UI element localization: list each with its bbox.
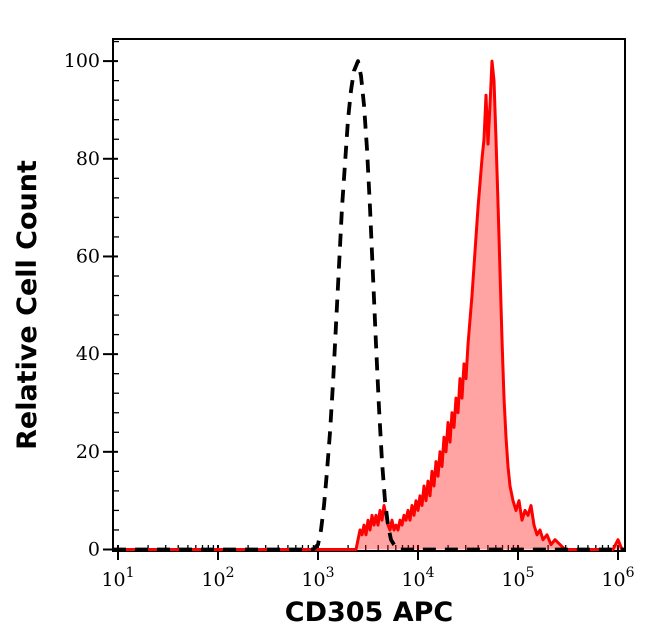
x-tick-label: 105 bbox=[501, 565, 534, 591]
y-tick-label: 20 bbox=[76, 441, 100, 463]
x-tick-label: 103 bbox=[301, 565, 334, 591]
stained-sample-curve bbox=[113, 59, 625, 551]
plot-frame bbox=[112, 38, 626, 552]
y-axis-title: Relative Cell Count bbox=[12, 160, 43, 450]
x-tick-label: 104 bbox=[401, 565, 434, 591]
control-sample-curve bbox=[113, 59, 625, 552]
x-tick-label: 106 bbox=[601, 565, 634, 591]
stained-sample-fill bbox=[113, 61, 625, 550]
y-tick-label: 60 bbox=[76, 245, 100, 267]
x-axis-title: CD305 APC bbox=[285, 597, 454, 628]
y-tick-label: 80 bbox=[76, 148, 100, 170]
chart-layer: 101 102 103 104 105 106 0 20 40 60 80 100 bbox=[64, 38, 635, 591]
y-tick-label: 100 bbox=[64, 50, 100, 72]
x-tick-label: 102 bbox=[201, 565, 234, 591]
y-tick-label: 0 bbox=[88, 539, 100, 561]
y-tick-label: 40 bbox=[76, 343, 100, 365]
x-tick-label: 101 bbox=[101, 565, 134, 591]
